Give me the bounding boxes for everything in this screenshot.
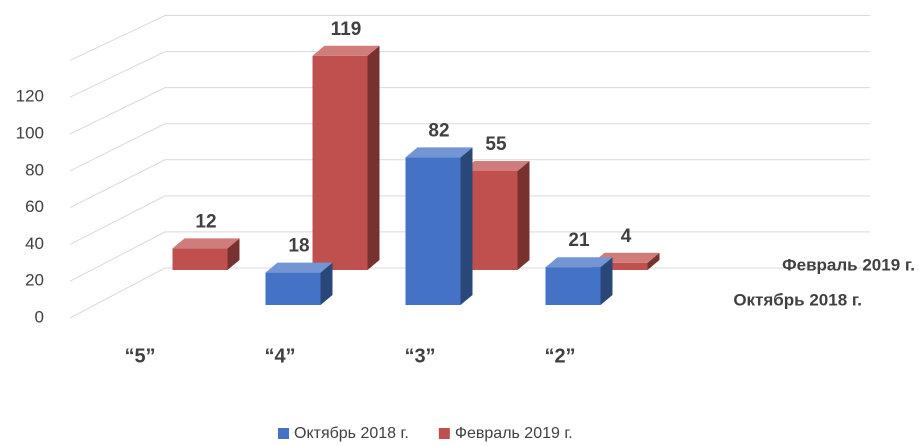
y-tick-label: 40	[25, 234, 44, 253]
bar	[545, 257, 613, 305]
x-tick-label: “3”	[404, 345, 435, 367]
bar-front	[592, 262, 648, 270]
y-tick-label: 0	[35, 307, 44, 326]
x-tick-label: “2”	[544, 345, 575, 367]
x-tick-label: “4”	[264, 345, 295, 367]
bar-front	[172, 248, 228, 270]
bar-top	[462, 161, 530, 171]
bar	[172, 238, 240, 270]
bar-front	[545, 267, 601, 305]
bar-side	[460, 147, 473, 305]
y-tick-label: 20	[25, 271, 44, 290]
bar	[265, 262, 333, 305]
bar-top	[545, 257, 613, 268]
y-tick-label: 80	[25, 160, 44, 179]
depth-label: Октябрь 2018 г.	[733, 290, 862, 309]
legend-label: Октябрь 2018 г.	[294, 425, 409, 442]
bar-side	[320, 262, 333, 305]
legend-label: Февраль 2019 г.	[455, 425, 573, 442]
grid-line	[69, 87, 870, 135]
y-tick-label: 120	[16, 87, 44, 106]
value-label: 119	[331, 19, 362, 40]
value-label: 21	[568, 230, 590, 251]
bar	[462, 161, 530, 270]
bar-front	[405, 157, 461, 305]
bar	[405, 147, 473, 305]
depth-label: Февраль 2019 г.	[782, 255, 915, 274]
y-tick-label: 60	[25, 197, 44, 216]
bar-side	[600, 257, 613, 305]
value-label: 55	[485, 134, 507, 155]
value-label: 82	[428, 120, 449, 141]
grid-line	[69, 123, 870, 172]
value-label: 4	[621, 226, 632, 247]
bar	[312, 45, 380, 270]
bar-side	[647, 252, 660, 270]
legend-swatch	[438, 428, 450, 439]
bar-side	[367, 45, 380, 270]
bar-top	[405, 147, 473, 158]
bar-top	[312, 45, 380, 56]
bar-side	[227, 238, 240, 270]
legend-swatch	[278, 428, 289, 439]
grid-line	[69, 195, 870, 245]
bar-top	[265, 262, 333, 273]
grid-line	[69, 159, 870, 209]
value-label: 18	[288, 236, 309, 257]
bar-top	[172, 238, 240, 249]
y-tick-label: 100	[16, 123, 44, 142]
bar-front	[312, 55, 368, 270]
value-label: 12	[195, 211, 216, 232]
grid-line	[69, 51, 870, 98]
grid-line	[69, 231, 870, 282]
x-tick-label: “5”	[124, 345, 155, 367]
bar-front	[265, 272, 321, 305]
grid-line	[69, 15, 870, 61]
bar-side	[517, 161, 530, 270]
